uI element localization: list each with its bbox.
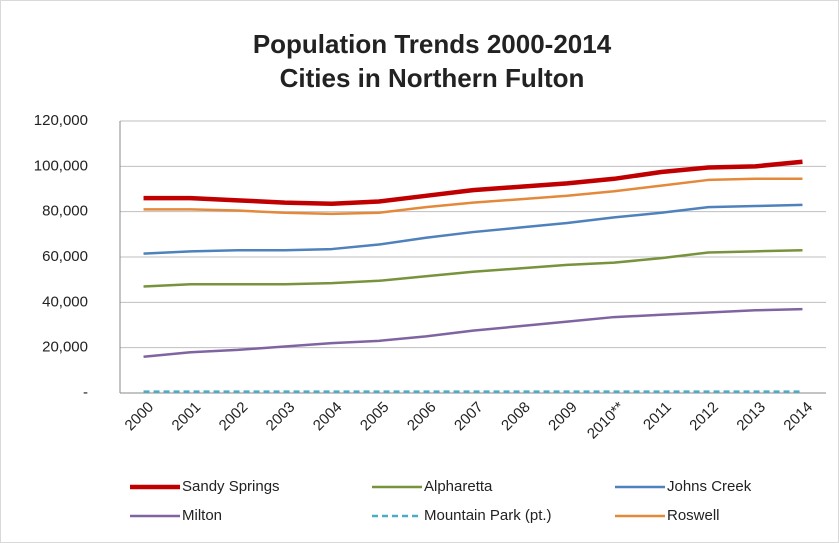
chart-title: Population Trends 2000-2014 (253, 29, 612, 59)
legend-label: Sandy Springs (182, 478, 280, 495)
legend-label: Alpharetta (424, 478, 493, 495)
chart-subtitle: Cities in Northern Fulton (280, 63, 585, 93)
legend-label: Mountain Park (pt.) (424, 507, 552, 524)
y-tick-label: 80,000 (42, 203, 88, 220)
legend-label: Roswell (667, 507, 720, 524)
y-tick-label: 40,000 (42, 293, 88, 310)
series-line (143, 248, 803, 288)
y-tick-label: 120,000 (34, 112, 88, 129)
series-line (143, 177, 803, 216)
series-line (143, 159, 803, 206)
legend-label: Johns Creek (667, 478, 752, 495)
legend-label: Milton (182, 507, 222, 524)
y-tick-label: 20,000 (42, 339, 88, 356)
series-line (143, 307, 803, 358)
y-tick-label: 60,000 (42, 248, 88, 265)
y-tick-label: 100,000 (34, 157, 88, 174)
series-line (143, 203, 803, 255)
y-tick-label: - (83, 384, 88, 401)
